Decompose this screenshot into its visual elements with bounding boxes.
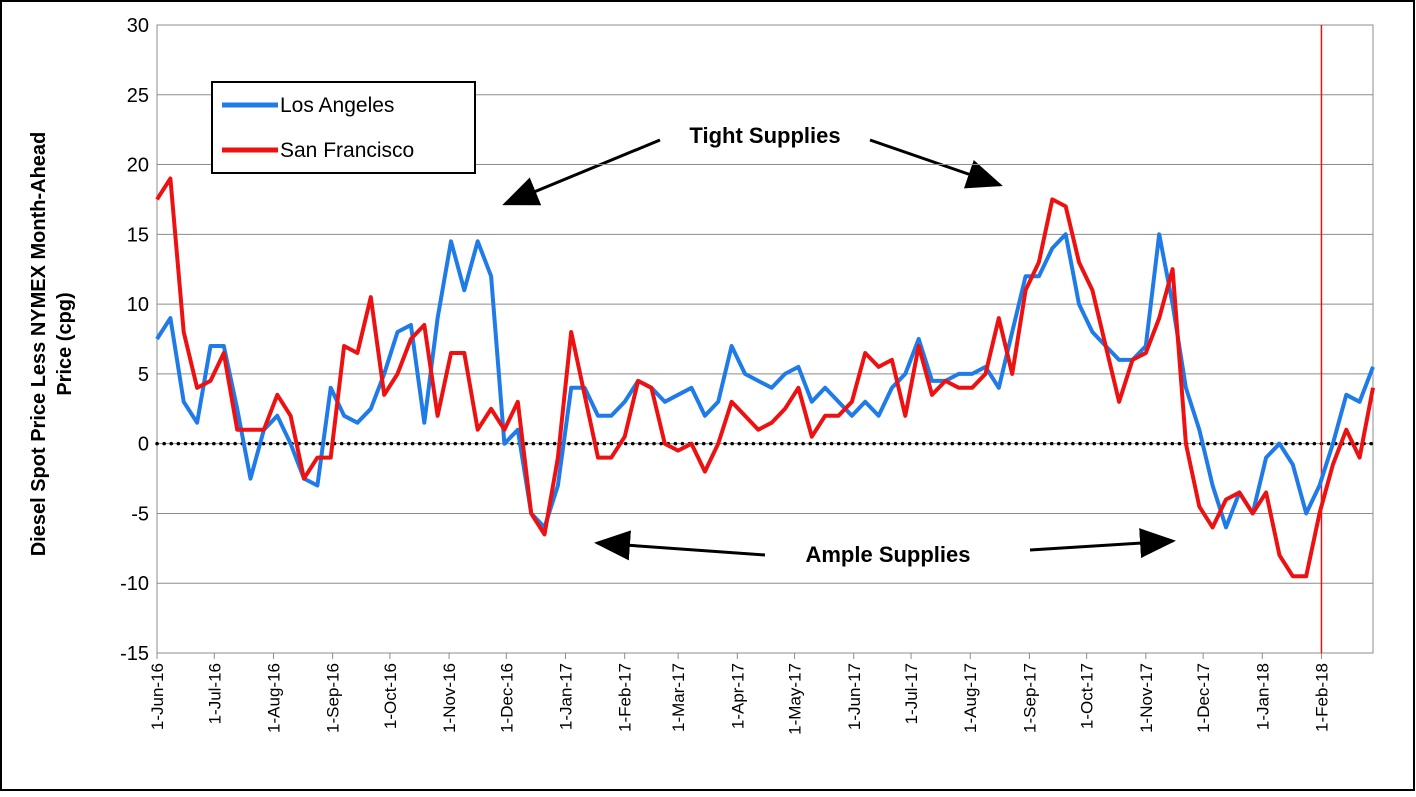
x-tick-label: 1-Feb-17: [616, 663, 635, 732]
y-tick-label: -5: [131, 503, 149, 525]
annotation: Tight Supplies: [689, 123, 840, 148]
y-axis-label: Diesel Spot Price Less NYMEX Month-Ahead: [28, 132, 50, 557]
x-tick-label: 1-Jul-16: [205, 663, 224, 724]
legend-label: Los Angeles: [280, 94, 394, 117]
x-tick-label: 1-Oct-17: [1078, 663, 1097, 729]
y-axis-label: Price (cpg): [54, 292, 76, 395]
x-tick-label: 1-Aug-16: [264, 663, 283, 733]
x-tick-label: 1-Dec-16: [497, 663, 516, 733]
legend-box: [211, 81, 476, 174]
x-tick-label: 1-Dec-17: [1194, 663, 1213, 733]
x-tick-label: 1-Jun-16: [148, 663, 167, 730]
y-tick-label: 0: [138, 434, 149, 456]
x-tick-label: 1-Aug-17: [961, 663, 980, 733]
y-tick-label: 5: [138, 364, 149, 386]
arrows: [502, 138, 1176, 561]
x-tick-label: 1-Jun-17: [845, 663, 864, 730]
y-tick-label: 10: [127, 294, 149, 316]
y-tick-label: 30: [127, 15, 149, 37]
x-tick-label: 1-Jan-17: [557, 663, 576, 730]
x-tick-label: 1-Sep-17: [1020, 663, 1039, 733]
x-tick-label: 1-Mar-17: [669, 663, 688, 732]
x-tick-label: 1-Nov-16: [440, 663, 459, 733]
x-tick-label: 1-Jan-18: [1253, 663, 1272, 730]
series-line: [155, 176, 1375, 579]
x-tick-label: 1-May-17: [786, 663, 805, 735]
y-tick-label: 15: [127, 224, 149, 246]
annotation: Ample Supplies: [805, 542, 970, 567]
y-tick-label: 25: [127, 85, 149, 107]
x-tick-label: 1-Sep-16: [324, 663, 343, 733]
x-tick-label: 1-Jul-17: [902, 663, 921, 724]
y-tick-label: 20: [127, 155, 149, 177]
x-tick-label: 1-Oct-16: [381, 663, 400, 729]
y-tick-label: -10: [120, 573, 149, 595]
series-line: [155, 232, 1375, 530]
x-tick-label: 1-Apr-17: [728, 663, 747, 729]
legend-label: San Francisco: [280, 139, 414, 162]
y-tick-label: -15: [120, 643, 149, 665]
x-tick-label: 1-Feb-18: [1312, 663, 1331, 732]
x-tick-label: 1-Nov-17: [1137, 663, 1156, 733]
